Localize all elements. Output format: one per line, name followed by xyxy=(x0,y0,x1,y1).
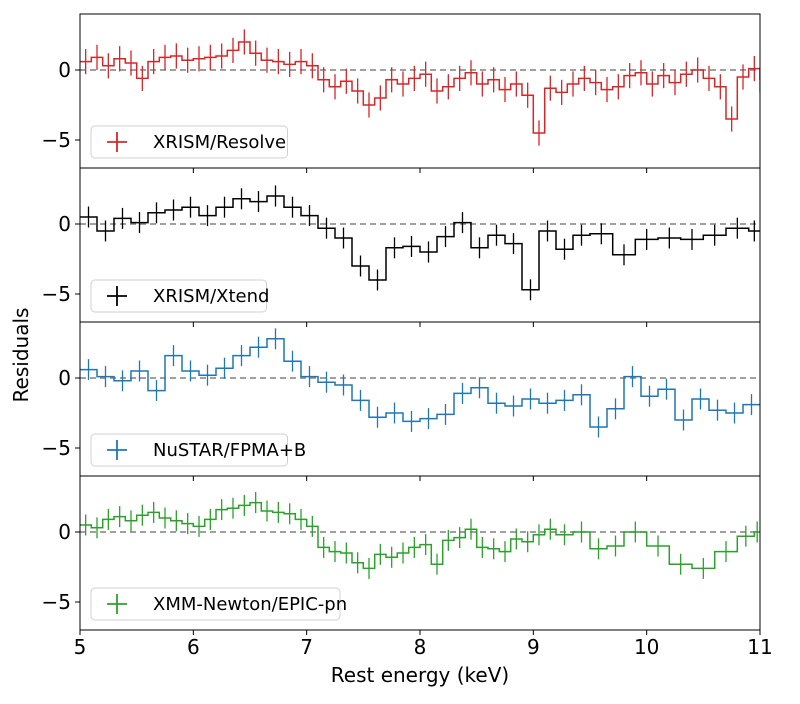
y-axis-label: Residuals xyxy=(9,308,33,403)
x-axis-label: Rest energy (keV) xyxy=(331,663,509,687)
